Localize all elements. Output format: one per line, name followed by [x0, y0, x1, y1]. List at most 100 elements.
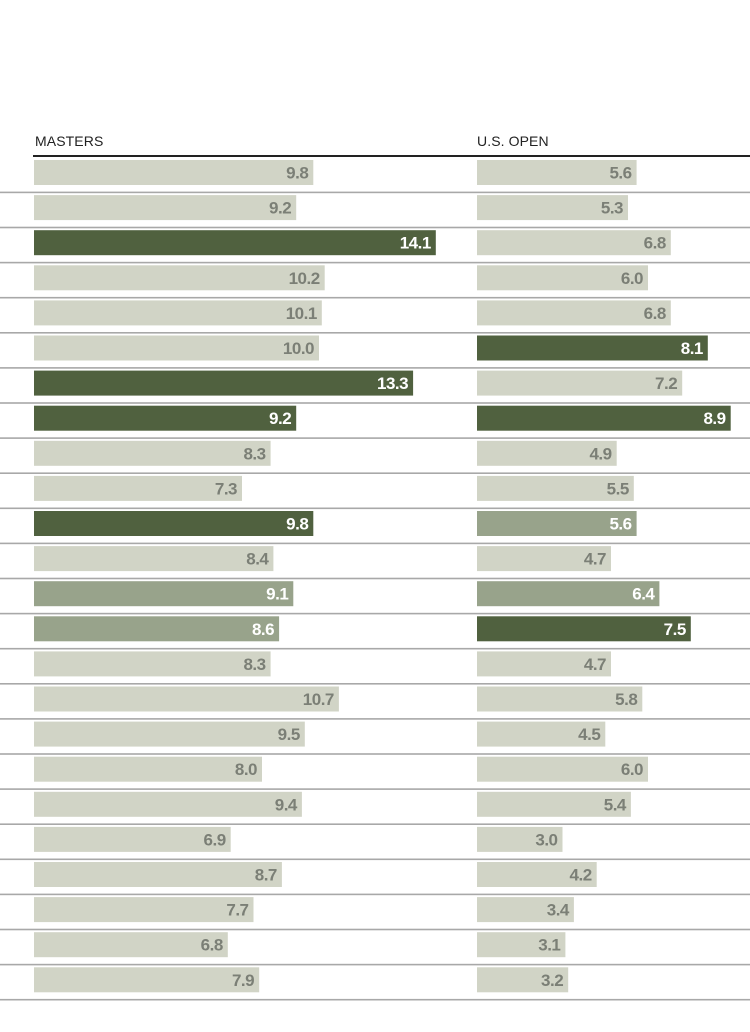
us-open-header-rule: [477, 155, 750, 157]
row-divider: [0, 507, 750, 510]
u-s-open-bar: [477, 370, 683, 396]
u-s-open-bar-label: 8.9: [703, 409, 725, 428]
u-s-open-bar-label: 3.2: [541, 971, 563, 990]
masters-bar: [34, 581, 294, 607]
u-s-open-bar-label: 4.7: [584, 655, 606, 674]
u-s-open-bar: [477, 440, 617, 466]
u-s-open-bar-label: 5.4: [604, 795, 627, 814]
row-divider: [0, 718, 750, 720]
masters-bar: [34, 300, 322, 326]
u-s-open-bar: [477, 581, 660, 607]
row-divider: [0, 788, 750, 790]
u-s-open-bar: [477, 616, 691, 642]
row-divider: [0, 963, 750, 966]
masters-bar: [34, 932, 228, 958]
masters-bar-label: 10.7: [303, 690, 334, 709]
masters-bar: [34, 686, 339, 712]
u-s-open-bar-label: 5.6: [609, 515, 631, 534]
u-s-open-bar-label: 5.8: [615, 690, 637, 709]
u-s-open-bar: [477, 160, 637, 185]
masters-bar: [34, 475, 242, 501]
masters-bar-label: 10.1: [286, 304, 317, 323]
u-s-open-bar-label: 4.5: [578, 725, 600, 744]
u-s-open-bar-label: 6.0: [621, 269, 643, 288]
u-s-open-bar-label: 5.5: [607, 479, 629, 498]
masters-bar: [34, 826, 231, 852]
masters-bar: [34, 756, 262, 782]
masters-bar-label: 8.3: [243, 655, 265, 674]
row-divider: [0, 296, 750, 299]
u-s-open-bar-label: 6.8: [644, 304, 666, 323]
masters-bar: [34, 511, 314, 536]
u-s-open-bar: [477, 721, 606, 747]
masters-bar: [34, 721, 305, 747]
u-s-open-bar-label: 3.4: [547, 901, 570, 920]
u-s-open-bar-label: 5.6: [609, 164, 631, 183]
u-s-open-bar: [477, 546, 611, 572]
masters-bar-label: 9.1: [266, 585, 288, 604]
u-s-open-bar: [477, 335, 708, 361]
masters-header-rule: [33, 155, 477, 157]
u-s-open-bar: [477, 791, 631, 817]
u-s-open-bar: [477, 932, 566, 958]
u-s-open-bar-label: 3.0: [535, 830, 557, 849]
row-divider: [0, 191, 750, 194]
masters-bar-label: 7.3: [215, 479, 237, 498]
row-divider: [0, 437, 750, 439]
u-s-open-bar-label: 4.7: [584, 550, 606, 569]
u-s-open-bar-label: 3.1: [538, 936, 560, 955]
u-s-open-bar-label: 5.3: [601, 199, 623, 218]
masters-bar-label: 6.8: [201, 936, 223, 955]
u-s-open-bar: [477, 300, 671, 326]
row-divider: [0, 647, 750, 650]
masters-column-title: MASTERS: [35, 133, 104, 149]
row-divider: [0, 893, 750, 896]
u-s-open-bar: [477, 897, 574, 923]
masters-bar-label: 10.2: [289, 269, 320, 288]
masters-bar: [34, 546, 274, 572]
u-s-open-bar: [477, 756, 648, 782]
masters-bar: [34, 230, 436, 256]
u-s-open-bar-label: 8.1: [681, 339, 703, 358]
row-divider: [0, 367, 750, 369]
masters-bar: [34, 440, 271, 466]
u-s-open-bar-label: 7.5: [664, 620, 686, 639]
masters-bar-label: 6.9: [204, 830, 226, 849]
u-s-open-bar-label: 4.9: [589, 444, 611, 463]
masters-bar-label: 7.9: [232, 971, 254, 990]
masters-bar: [34, 862, 282, 887]
masters-bar: [34, 195, 297, 221]
masters-bar: [34, 335, 319, 361]
masters-bar-label: 14.1: [400, 234, 431, 253]
masters-bar: [34, 160, 314, 185]
u-s-open-bar-label: 6.8: [644, 234, 666, 253]
masters-bar: [34, 897, 254, 923]
row-divider: [0, 753, 750, 755]
masters-bar-label: 9.2: [269, 409, 291, 428]
masters-bar: [34, 370, 414, 396]
u-s-open-bar: [477, 511, 637, 536]
u-s-open-bar: [477, 195, 628, 221]
masters-bar-label: 7.7: [226, 901, 248, 920]
u-s-open-bar-label: 7.2: [655, 374, 677, 393]
masters-bar: [34, 616, 280, 642]
row-divider: [0, 332, 750, 334]
us-open-column-title: U.S. OPEN: [477, 133, 549, 149]
masters-bar-label: 8.6: [252, 620, 274, 639]
row-divider: [0, 577, 750, 580]
masters-bar-label: 10.0: [283, 339, 314, 358]
masters-bar: [34, 791, 302, 817]
masters-bar-label: 8.0: [235, 760, 257, 779]
masters-bar: [34, 651, 271, 677]
masters-bar: [34, 405, 297, 431]
masters-bar-label: 8.7: [255, 866, 277, 885]
u-s-open-bar: [477, 967, 569, 993]
row-divider: [0, 472, 750, 474]
masters-bar-label: 9.8: [286, 515, 308, 534]
masters-bar-label: 8.4: [246, 550, 269, 569]
row-divider: [0, 683, 750, 685]
masters-bar-label: 9.8: [286, 164, 308, 183]
u-s-open-bar: [477, 826, 563, 852]
row-divider: [0, 612, 750, 615]
